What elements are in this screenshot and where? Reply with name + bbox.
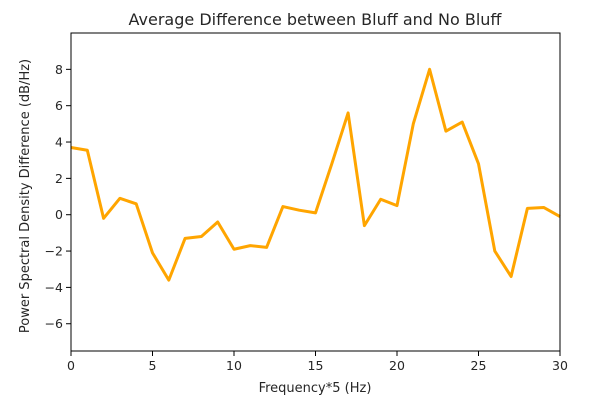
plot-frame (70, 32, 561, 352)
x-tick-label: 0 (67, 358, 75, 373)
x-tick-label: 10 (226, 358, 242, 373)
y-axis-label-group: Power Spectral Density Difference (dB/Hz… (18, 59, 33, 333)
y-tick-label: −2 (45, 244, 63, 259)
y-tick-label: 0 (55, 207, 63, 222)
series-line-0 (70, 67, 561, 282)
x-tick-label: 5 (149, 358, 157, 373)
y-tick-label: 8 (55, 62, 63, 77)
y-tick-label: 6 (55, 98, 63, 113)
y-axis-label: Power Spectral Density Difference (dB/Hz… (18, 59, 33, 333)
plot-layer: 0 5 10 15 20 25 30 −6 −4 −2 0 2 4 6 8 (45, 32, 568, 373)
y-tick-label: 2 (55, 171, 63, 186)
y-tick-label: 4 (55, 135, 63, 150)
x-axis-label: Frequency*5 (Hz) (259, 381, 372, 396)
y-tick-label: −4 (45, 280, 63, 295)
x-tick-label: 20 (389, 358, 405, 373)
x-tick-label: 30 (552, 358, 568, 373)
y-tick-label: −6 (45, 316, 63, 331)
x-tick-label: 15 (308, 358, 324, 373)
chart-title: Average Difference between Bluff and No … (129, 10, 503, 29)
x-tick-label: 25 (471, 358, 487, 373)
